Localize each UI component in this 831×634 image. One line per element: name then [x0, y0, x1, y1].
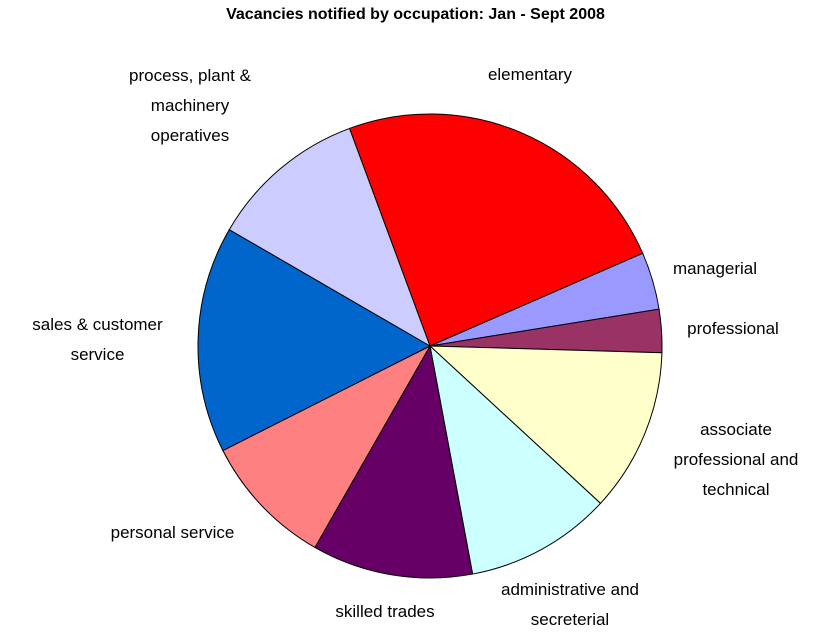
slice-label: professional	[687, 319, 779, 338]
pie-slice	[222, 344, 432, 549]
slice-label: skilled trades	[335, 602, 435, 621]
slice-label: process, plant & machinery operatives	[129, 66, 251, 145]
slice-label: administrative and secreterial	[501, 580, 639, 629]
pie-slice	[348, 113, 644, 347]
slice-label: sales & customer service	[32, 315, 163, 364]
chart-title: Vacancies notified by occupation: Jan - …	[226, 6, 605, 23]
pie-slice	[428, 345, 663, 505]
pie-slice	[197, 228, 432, 452]
pie-slice	[429, 344, 602, 575]
pie-slice	[314, 344, 474, 579]
slice-label: associate professional and technical	[673, 420, 799, 499]
slice-label: managerial	[672, 259, 758, 278]
slice-label: elementary	[487, 65, 573, 84]
pie-slice	[228, 127, 431, 348]
slice-label: personal service	[110, 523, 235, 542]
